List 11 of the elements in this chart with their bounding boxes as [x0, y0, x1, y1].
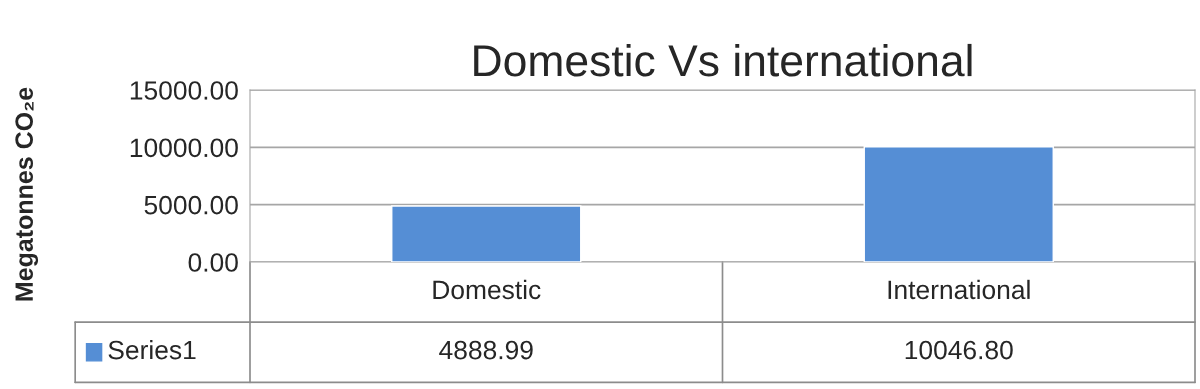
y-tick-label: 15000.00: [130, 81, 238, 100]
y-tick-label: 10000.00: [130, 138, 238, 158]
x-tick-label: Domestic: [433, 279, 541, 300]
data-label: 10046.80: [905, 340, 1013, 360]
y-axis-title: Megatonnes CO₂e: [15, 87, 39, 301]
y-tick-label: 0.00: [188, 253, 238, 272]
y-tick-label: 5000.00: [144, 195, 238, 215]
x-tick-label: International: [888, 279, 1030, 300]
chart-title: Domestic Vs international: [474, 43, 972, 77]
legend-label: Series1: [108, 340, 196, 360]
data-label: 4888.99: [439, 340, 533, 360]
